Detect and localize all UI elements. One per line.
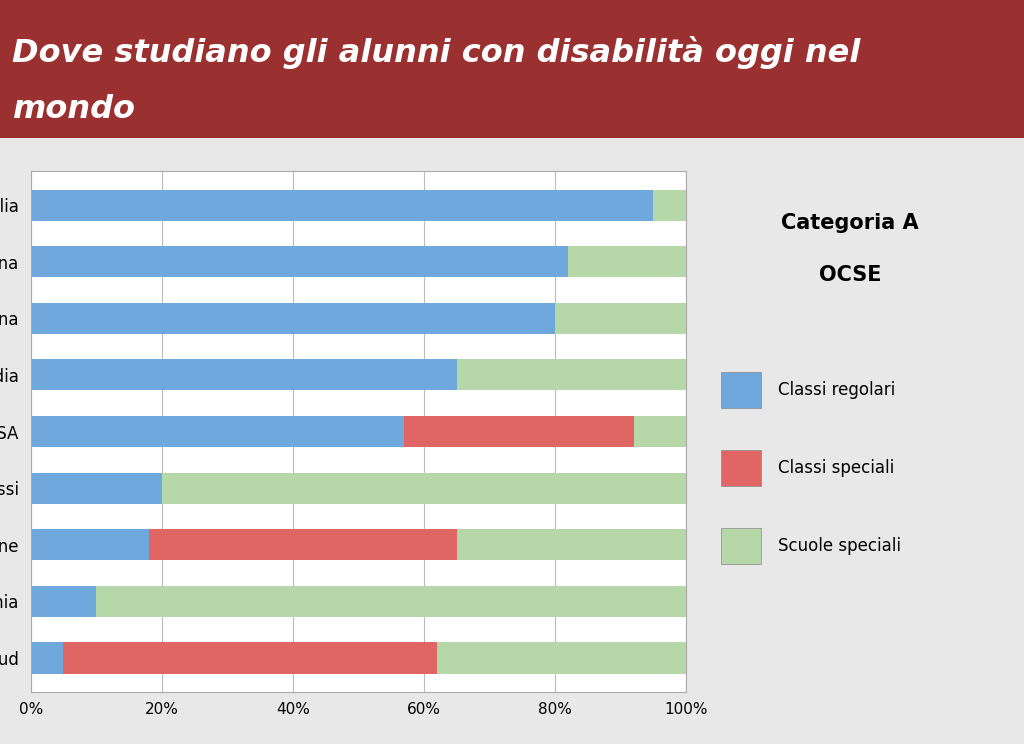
Bar [31, 303, 555, 334]
Bar [404, 416, 634, 447]
Bar [31, 529, 148, 560]
Text: Classi speciali: Classi speciali [778, 459, 895, 477]
Bar [31, 586, 96, 617]
Bar [31, 472, 162, 504]
Text: OCSE: OCSE [818, 265, 882, 285]
Bar [555, 303, 686, 334]
Text: Scuole speciali: Scuole speciali [778, 537, 901, 555]
FancyBboxPatch shape [721, 527, 761, 564]
Bar [568, 246, 686, 278]
Text: Classi regolari: Classi regolari [778, 381, 896, 399]
Text: Dove studiano gli alunni con disabilità oggi nel: Dove studiano gli alunni con disabilità … [12, 36, 860, 68]
Bar [31, 416, 404, 447]
Bar [31, 359, 457, 391]
Bar [96, 586, 686, 617]
Bar [162, 472, 686, 504]
Text: Categoria A: Categoria A [781, 213, 919, 233]
Bar [457, 529, 686, 560]
Text: mondo: mondo [12, 94, 135, 125]
Bar [457, 359, 686, 391]
Bar [437, 642, 686, 673]
Bar [31, 190, 653, 221]
Bar [148, 529, 457, 560]
Bar [31, 642, 63, 673]
Bar [63, 642, 437, 673]
FancyBboxPatch shape [721, 449, 761, 487]
Bar [653, 190, 686, 221]
Bar [634, 416, 686, 447]
FancyBboxPatch shape [721, 372, 761, 408]
Bar [31, 246, 568, 278]
